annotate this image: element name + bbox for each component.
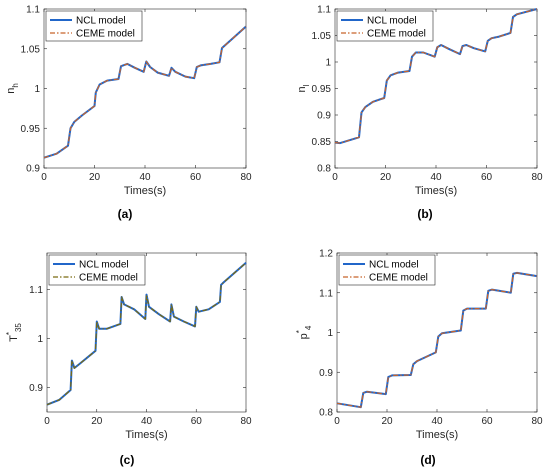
x-tick-label: 0 (332, 172, 338, 183)
chart-panel-c: 0 20 40 60 80 0.9 1 1.1 Times(s) T*35 NCL model CEM… (5, 252, 252, 467)
x-tick-label: 60 (191, 416, 203, 427)
legend-label: NCL model (79, 260, 129, 271)
y-tick-label: 0.9 (29, 383, 43, 394)
x-tick-label: 40 (431, 416, 443, 427)
legend-label: CEME model (76, 29, 135, 40)
y-axis-label: nl (296, 84, 311, 92)
legend-label: CEME model (369, 273, 428, 284)
y-tick-label: 1.1 (319, 288, 333, 299)
legend-box (338, 254, 436, 286)
x-axis-label: Times(s) (416, 429, 458, 441)
y-tick-label: 1.1 (29, 285, 43, 296)
y-tick-label: 0.9 (317, 111, 331, 122)
x-tick-label: 20 (380, 172, 392, 183)
x-tick-label: 20 (89, 172, 101, 183)
x-tick-label: 20 (381, 416, 393, 427)
legend-label: NCL model (367, 16, 417, 27)
y-axis-label-sub: h (11, 83, 20, 87)
legend-box (336, 10, 434, 42)
y-axis-label-main: p (298, 333, 310, 339)
x-tick-label: 0 (334, 416, 340, 427)
y-tick-label: 1.1 (317, 5, 331, 16)
y-tick-label: 0.9 (319, 368, 333, 379)
x-tick-label: 80 (531, 172, 543, 183)
x-tick-label: 60 (481, 416, 493, 427)
x-tick-label: 80 (240, 172, 252, 183)
x-tick-label: 0 (41, 172, 47, 183)
legend-label: CEME model (367, 29, 426, 40)
x-tick-label: 40 (141, 416, 153, 427)
x-tick-label: 60 (481, 172, 493, 183)
y-tick-label: 1.05 (312, 31, 332, 42)
y-axis-label-main: n (5, 88, 17, 94)
chart-panel-a: 0 20 40 60 80 0.9 0.95 1 1.05 1.1 Times(s) nh NCL mo… (5, 5, 252, 222)
y-tick-label: 1 (327, 328, 333, 339)
series-line-ceme (336, 272, 538, 408)
x-tick-label: 20 (91, 416, 103, 427)
y-axis-label-main: n (296, 86, 308, 92)
x-tick-label: 40 (139, 172, 151, 183)
y-tick-label: 0.85 (312, 137, 332, 148)
y-tick-label: 0.9 (26, 164, 40, 175)
x-tick-label: 80 (531, 416, 543, 427)
series-line-ceme (43, 26, 247, 159)
y-axis-label: p*4 (295, 325, 313, 339)
panel-caption: (d) (420, 453, 435, 467)
y-axis-label-sup: * (295, 330, 304, 333)
x-tick-label: 40 (430, 172, 442, 183)
legend-label: NCL model (76, 16, 126, 27)
panel-caption: (b) (417, 207, 432, 221)
chart-panel-b: 0 20 40 60 80 0.8 0.85 0.9 0.95 1 1.05 1.1 Times(s) n… (296, 5, 543, 222)
y-axis-label-sub: 4 (304, 325, 313, 330)
y-axis-label: nh (5, 83, 20, 94)
x-tick-label: 60 (190, 172, 202, 183)
y-axis-label-sub: l (302, 84, 311, 86)
chart-panel-d: 0 20 40 60 80 0.8 0.9 1 1.1 1.2 Times(s) p*4 NCL mod… (295, 249, 543, 468)
legend-label: NCL model (369, 260, 419, 271)
y-tick-label: 1.2 (319, 249, 333, 260)
y-tick-label: 0.8 (317, 164, 331, 175)
y-tick-label: 1.05 (21, 44, 41, 55)
x-axis-label: Times(s) (124, 185, 166, 197)
y-axis-label-main: T (8, 335, 20, 342)
series-line-ceme (334, 8, 538, 144)
y-tick-label: 0.95 (21, 124, 41, 135)
legend-box (45, 10, 143, 42)
x-tick-label: 80 (240, 416, 252, 427)
y-tick-label: 1 (37, 334, 43, 345)
y-axis-label-sup: * (5, 332, 14, 335)
legend-label: CEME model (79, 273, 138, 284)
y-tick-label: 0.8 (319, 408, 333, 419)
x-axis-label: Times(s) (125, 429, 167, 441)
x-axis-label: Times(s) (415, 185, 457, 197)
series-line-ceme (46, 262, 247, 406)
panel-caption: (c) (120, 453, 135, 467)
x-tick-label: 0 (44, 416, 50, 427)
y-tick-label: 1.1 (26, 5, 40, 16)
legend-box (48, 254, 146, 286)
y-tick-label: 1 (325, 58, 331, 69)
y-tick-label: 1 (34, 84, 40, 95)
y-tick-label: 0.95 (312, 84, 332, 95)
panel-caption: (a) (118, 207, 133, 221)
y-axis-label-sub: 35 (14, 323, 23, 332)
y-axis-label: T*35 (5, 323, 23, 342)
